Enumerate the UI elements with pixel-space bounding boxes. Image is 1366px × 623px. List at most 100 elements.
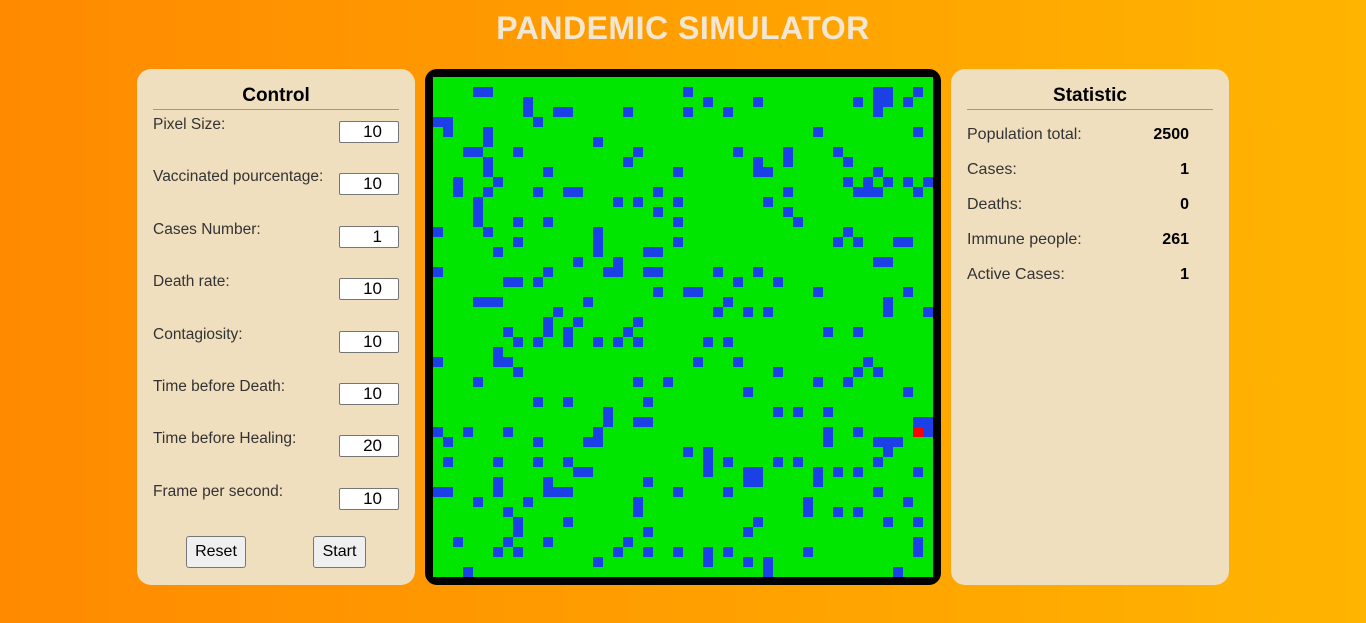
immune-cell (753, 97, 763, 107)
immune-cell (673, 547, 683, 557)
immune-cell (803, 547, 813, 557)
immune-cell (633, 337, 643, 347)
immune-cell (873, 487, 883, 497)
immune-cell (913, 467, 923, 477)
reset-button[interactable]: Reset (186, 536, 246, 568)
immune-cell (853, 97, 863, 107)
immune-cell (593, 437, 603, 447)
time-before-death-input[interactable] (339, 383, 399, 405)
immune-cell (753, 467, 763, 477)
immune-cell (473, 217, 483, 227)
immune-cell (703, 337, 713, 347)
immune-cell (753, 477, 763, 487)
immune-cell (483, 127, 493, 137)
immune-cell (803, 497, 813, 507)
immune-cell (783, 207, 793, 217)
immune-cell (493, 297, 503, 307)
immune-cell (483, 137, 493, 147)
immune-cell (723, 297, 733, 307)
immune-cell (573, 467, 583, 477)
immune-cell (743, 557, 753, 567)
contagiosity-input[interactable] (339, 330, 399, 353)
death-rate-input[interactable] (339, 278, 399, 301)
immune-cell (873, 257, 883, 267)
immune-cell (783, 187, 793, 197)
immune-cell (713, 307, 723, 317)
immune-cell (503, 357, 513, 367)
immune-cell (593, 237, 603, 247)
immune-cell (803, 507, 813, 517)
immune-cell (723, 337, 733, 347)
immune-cell (523, 97, 533, 107)
death-rate-label: Death rate: (153, 273, 230, 291)
immune-cell (893, 237, 903, 247)
start-button[interactable]: Start (313, 536, 366, 568)
immune-cell (563, 517, 573, 527)
statistics-panel: Statistic Population total: 2500 Cases: 1 De… (951, 69, 1229, 585)
immune-cell (613, 337, 623, 347)
immune-cell (493, 357, 503, 367)
stat-value: 1 (1180, 161, 1189, 178)
immune-cell (513, 547, 523, 557)
immune-cell (883, 257, 893, 267)
immune-cell (683, 447, 693, 457)
pixel-size-input[interactable] (339, 121, 399, 143)
immune-cell (843, 227, 853, 237)
immune-cell (543, 317, 553, 327)
immune-cell (713, 267, 723, 277)
immune-cell (703, 557, 713, 567)
immune-cell (543, 477, 553, 487)
frame-per-second-input[interactable] (339, 487, 399, 510)
immune-cell (883, 447, 893, 457)
stat-row: Cases: 1 (967, 161, 1189, 181)
immune-cell (863, 187, 873, 197)
control-row-time-before-healing: Time before Healing: (153, 430, 399, 459)
immune-cell (463, 567, 473, 577)
time-before-healing-input[interactable] (339, 435, 399, 458)
vaccinated-pourcentage-input[interactable] (339, 173, 399, 196)
immune-cell (593, 137, 603, 147)
immune-cell (633, 507, 643, 517)
immune-cell (563, 487, 573, 497)
immune-cell (673, 237, 683, 247)
stat-value: 0 (1180, 196, 1189, 213)
immune-cell (873, 87, 883, 97)
immune-cell (593, 227, 603, 237)
stat-label: Immune people: (967, 231, 1082, 248)
immune-cell (563, 187, 573, 197)
immune-cell (583, 437, 593, 447)
immune-cell (603, 417, 613, 427)
stat-row: Population total: 2500 (967, 126, 1189, 146)
immune-cell (773, 407, 783, 417)
immune-cell (633, 317, 643, 327)
immune-cell (543, 487, 553, 497)
immune-cell (443, 437, 453, 447)
immune-cell (483, 157, 493, 167)
immune-cell (453, 537, 463, 547)
immune-cell (743, 307, 753, 317)
immune-cell (613, 257, 623, 267)
control-panel: Control Pixel Size: Vaccinated pourcentag… (137, 69, 415, 585)
stat-label: Population total: (967, 126, 1082, 143)
immune-cell (853, 367, 863, 377)
immune-cell (813, 127, 823, 137)
immune-cell (903, 237, 913, 247)
immune-cell (853, 467, 863, 477)
stat-row: Deaths: 0 (967, 196, 1189, 216)
control-row-vaccinated-pourcentage: Vaccinated pourcentage: (153, 168, 399, 197)
immune-cell (763, 167, 773, 177)
immune-cell (823, 437, 833, 447)
immune-cell (643, 417, 653, 427)
infected-cell (913, 427, 923, 437)
simulation-canvas[interactable] (433, 77, 933, 577)
cases-number-input[interactable] (339, 225, 399, 248)
immune-cell (693, 287, 703, 297)
immune-cell (643, 477, 653, 487)
stat-value: 2500 (1153, 126, 1189, 143)
immune-cell (753, 157, 763, 167)
immune-cell (633, 377, 643, 387)
immune-cell (853, 327, 863, 337)
immune-cell (443, 487, 453, 497)
immune-cell (673, 487, 683, 497)
immune-cell (823, 407, 833, 417)
